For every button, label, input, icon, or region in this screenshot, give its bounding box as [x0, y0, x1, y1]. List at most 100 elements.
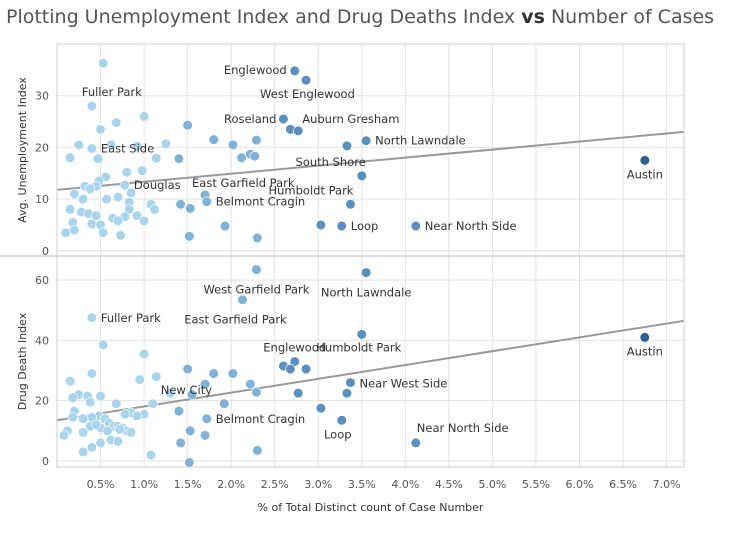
data-point[interactable]	[147, 398, 158, 409]
data-point[interactable]	[361, 267, 372, 278]
data-point[interactable]	[639, 332, 650, 343]
data-point[interactable]	[227, 368, 239, 379]
data-point[interactable]	[182, 120, 193, 131]
data-point[interactable]	[219, 220, 231, 232]
data-point[interactable]	[227, 139, 239, 150]
data-point[interactable]	[138, 111, 150, 122]
data-point[interactable]	[137, 165, 148, 176]
data-point[interactable]	[356, 170, 367, 181]
data-point[interactable]	[134, 374, 145, 385]
data-point[interactable]	[105, 139, 117, 150]
data-point[interactable]	[119, 180, 131, 191]
data-point[interactable]	[64, 375, 76, 387]
data-point[interactable]	[145, 449, 157, 461]
data-point[interactable]	[315, 219, 326, 231]
data-point[interactable]	[111, 117, 122, 128]
data-point[interactable]	[175, 199, 186, 210]
data-point[interactable]	[86, 442, 97, 453]
data-point[interactable]	[98, 58, 109, 69]
data-point[interactable]	[245, 379, 256, 390]
data-point[interactable]	[73, 139, 84, 150]
data-point[interactable]	[69, 225, 80, 236]
data-point[interactable]	[138, 215, 150, 226]
data-point[interactable]	[199, 379, 211, 390]
data-point[interactable]	[185, 425, 196, 436]
data-point[interactable]	[64, 152, 76, 163]
data-point[interactable]	[114, 424, 125, 435]
data-point[interactable]	[132, 141, 143, 152]
data-point[interactable]	[410, 437, 421, 448]
data-point[interactable]	[361, 135, 372, 146]
data-point[interactable]	[289, 65, 300, 76]
data-point[interactable]	[149, 204, 160, 215]
data-point[interactable]	[64, 204, 76, 215]
data-point[interactable]	[132, 210, 143, 221]
data-point[interactable]	[208, 134, 219, 145]
data-point[interactable]	[201, 413, 212, 424]
data-point[interactable]	[252, 232, 263, 244]
data-point[interactable]	[345, 377, 356, 388]
data-point[interactable]	[132, 410, 143, 421]
data-point[interactable]	[300, 75, 312, 86]
data-point[interactable]	[86, 312, 97, 323]
data-point[interactable]	[175, 437, 186, 448]
data-point[interactable]	[315, 403, 326, 414]
data-point[interactable]	[252, 445, 263, 456]
data-point[interactable]	[69, 188, 80, 200]
data-point[interactable]	[86, 218, 97, 230]
data-point[interactable]	[92, 153, 104, 164]
data-point[interactable]	[86, 100, 97, 112]
data-point[interactable]	[119, 409, 131, 420]
data-point[interactable]	[293, 125, 304, 136]
data-point[interactable]	[78, 194, 89, 205]
data-point[interactable]	[160, 138, 171, 149]
data-point[interactable]	[185, 203, 196, 214]
data-point[interactable]	[101, 194, 112, 205]
data-point[interactable]	[91, 210, 102, 221]
data-point[interactable]	[237, 294, 248, 305]
data-point[interactable]	[91, 419, 102, 430]
data-point[interactable]	[58, 430, 70, 441]
data-point[interactable]	[151, 371, 162, 382]
data-point[interactable]	[236, 152, 247, 163]
data-point[interactable]	[60, 227, 71, 238]
data-point[interactable]	[182, 363, 193, 375]
data-point[interactable]	[173, 406, 185, 417]
data-point[interactable]	[410, 220, 421, 232]
data-point[interactable]	[102, 425, 113, 436]
data-point[interactable]	[345, 199, 356, 210]
data-point[interactable]	[341, 140, 353, 151]
data-point[interactable]	[251, 387, 262, 398]
data-point[interactable]	[95, 124, 106, 135]
data-point[interactable]	[341, 388, 353, 399]
data-point[interactable]	[165, 388, 176, 399]
data-point[interactable]	[86, 143, 97, 154]
data-point[interactable]	[251, 135, 262, 146]
data-point[interactable]	[186, 389, 198, 400]
data-point[interactable]	[84, 397, 96, 408]
data-point[interactable]	[67, 392, 78, 403]
data-point[interactable]	[336, 415, 347, 426]
data-point[interactable]	[173, 153, 185, 164]
data-point[interactable]	[201, 196, 212, 207]
data-point[interactable]	[356, 329, 367, 340]
data-point[interactable]	[293, 388, 304, 399]
data-point[interactable]	[98, 227, 109, 238]
data-point[interactable]	[184, 457, 195, 468]
data-point[interactable]	[115, 230, 126, 241]
data-point[interactable]	[78, 446, 89, 458]
data-point[interactable]	[84, 183, 96, 194]
data-point[interactable]	[67, 412, 78, 423]
data-point[interactable]	[112, 436, 124, 447]
data-point[interactable]	[98, 339, 109, 351]
data-point[interactable]	[125, 427, 137, 438]
data-point[interactable]	[300, 363, 312, 375]
data-point[interactable]	[219, 398, 230, 409]
data-point[interactable]	[251, 264, 262, 275]
data-point[interactable]	[138, 348, 150, 360]
data-point[interactable]	[111, 398, 122, 409]
data-point[interactable]	[639, 155, 650, 166]
data-point[interactable]	[285, 363, 296, 375]
data-point[interactable]	[249, 151, 260, 162]
data-point[interactable]	[184, 231, 195, 242]
